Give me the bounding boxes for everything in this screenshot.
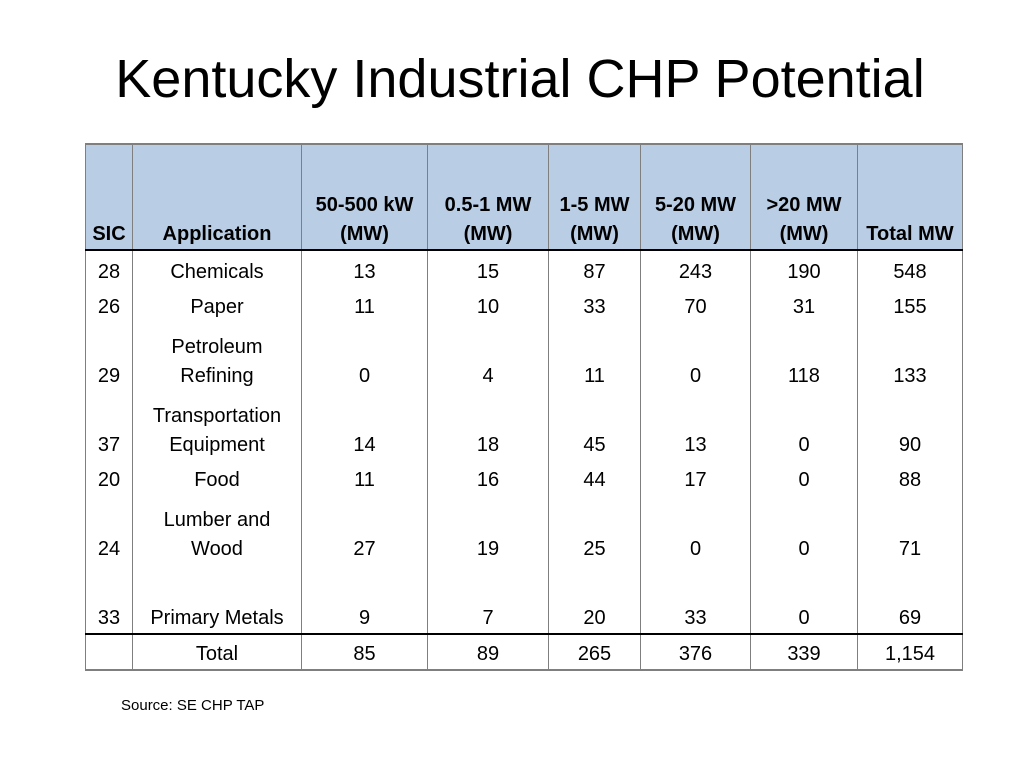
cell-value: 0 (750, 495, 858, 564)
cell-value: 339 (750, 633, 858, 671)
cell-sic: 20 (85, 460, 133, 495)
table-header-row: SIC Application 50-500 kW (MW) 0.5-1 MW (M… (85, 143, 963, 251)
header-5-20mw: 5-20 MW (MW) (640, 143, 751, 251)
cell-value: 11 (548, 322, 641, 391)
cell-total: 69 (857, 564, 963, 634)
cell-value: 33 (548, 287, 641, 322)
cell-value: 14 (301, 391, 428, 460)
cell-value: 25 (548, 495, 641, 564)
cell-value: 11 (301, 287, 428, 322)
cell-value: 0 (640, 495, 751, 564)
cell-total: 548 (857, 250, 963, 287)
header-over-20mw: >20 MW (MW) (750, 143, 858, 251)
cell-value: 89 (427, 633, 549, 671)
cell-application: Petroleum Refining (132, 322, 302, 391)
cell-sic: 26 (85, 287, 133, 322)
cell-total: 133 (857, 322, 963, 391)
cell-value: 15 (427, 250, 549, 287)
cell-total-label: Total (132, 633, 302, 671)
cell-value: 243 (640, 250, 751, 287)
slide-title: Kentucky Industrial CHP Potential (115, 49, 925, 109)
cell-value: 0 (301, 322, 428, 391)
cell-grand-total: 1,154 (857, 633, 963, 671)
cell-value: 118 (750, 322, 858, 391)
table-row: 28 Chemicals 13 15 87 243 190 548 (85, 250, 963, 287)
cell-total: 88 (857, 460, 963, 495)
cell-application: Paper (132, 287, 302, 322)
cell-value: 10 (427, 287, 549, 322)
cell-value: 19 (427, 495, 549, 564)
cell-value: 27 (301, 495, 428, 564)
header-sic: SIC (85, 143, 133, 251)
table-total-row: Total 85 89 265 376 339 1,154 (85, 633, 963, 671)
cell-application: Food (132, 460, 302, 495)
cell-value: 16 (427, 460, 549, 495)
header-application: Application (132, 143, 302, 251)
table-row: 26 Paper 11 10 33 70 31 155 (85, 287, 963, 322)
cell-value: 13 (301, 250, 428, 287)
cell-application: Transportation Equipment (132, 391, 302, 460)
cell-sic: 37 (85, 391, 133, 460)
cell-value: 0 (750, 391, 858, 460)
cell-sic (85, 633, 133, 671)
cell-value: 20 (548, 564, 641, 634)
header-50-500kw: 50-500 kW (MW) (301, 143, 428, 251)
table-row: 29 Petroleum Refining 0 4 11 0 118 133 (85, 322, 963, 391)
cell-sic: 29 (85, 322, 133, 391)
cell-total: 155 (857, 287, 963, 322)
cell-sic: 28 (85, 250, 133, 287)
header-0.5-1mw: 0.5-1 MW (MW) (427, 143, 549, 251)
cell-value: 9 (301, 564, 428, 634)
table-row: 24 Lumber and Wood 27 19 25 0 0 71 (85, 495, 963, 564)
cell-value: 0 (750, 460, 858, 495)
cell-value: 18 (427, 391, 549, 460)
cell-value: 0 (750, 564, 858, 634)
cell-value: 7 (427, 564, 549, 634)
chp-potential-table: SIC Application 50-500 kW (MW) 0.5-1 MW (M… (85, 143, 963, 671)
cell-value: 44 (548, 460, 641, 495)
table-row: 37 Transportation Equipment 14 18 45 13 0… (85, 391, 963, 460)
cell-value: 190 (750, 250, 858, 287)
table-row: 20 Food 11 16 44 17 0 88 (85, 460, 963, 495)
header-1-5mw: 1-5 MW (MW) (548, 143, 641, 251)
cell-application: Primary Metals (132, 564, 302, 634)
cell-value: 45 (548, 391, 641, 460)
cell-value: 33 (640, 564, 751, 634)
cell-value: 17 (640, 460, 751, 495)
cell-application: Chemicals (132, 250, 302, 287)
cell-application: Lumber and Wood (132, 495, 302, 564)
cell-value: 376 (640, 633, 751, 671)
cell-value: 87 (548, 250, 641, 287)
cell-sic: 24 (85, 495, 133, 564)
cell-value: 0 (640, 322, 751, 391)
cell-sic: 33 (85, 564, 133, 634)
cell-value: 13 (640, 391, 751, 460)
source-note: Source: SE CHP TAP (121, 697, 265, 714)
cell-total: 90 (857, 391, 963, 460)
cell-value: 31 (750, 287, 858, 322)
header-total-mw: Total MW (857, 143, 963, 251)
cell-value: 70 (640, 287, 751, 322)
table-row: 33 Primary Metals 9 7 20 33 0 69 (85, 564, 963, 634)
cell-value: 85 (301, 633, 428, 671)
cell-total: 71 (857, 495, 963, 564)
cell-value: 265 (548, 633, 641, 671)
cell-value: 11 (301, 460, 428, 495)
cell-value: 4 (427, 322, 549, 391)
